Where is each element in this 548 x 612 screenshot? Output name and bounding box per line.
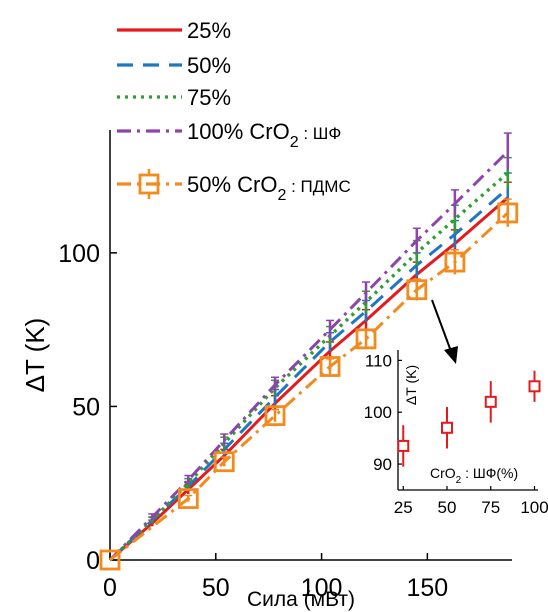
y-tick-label: 0 — [86, 547, 100, 575]
inset-x-title-main: CrO — [430, 465, 456, 481]
legend-label-subscript: 2 — [290, 134, 299, 151]
legend-label: 50% — [187, 53, 231, 78]
series-3 — [108, 132, 512, 562]
legend-label-main: 25% — [187, 18, 231, 43]
inset-x-tick-label: 25 — [394, 498, 413, 517]
data-point — [319, 356, 341, 377]
inset-data-point — [441, 421, 453, 434]
data-point — [177, 488, 199, 509]
legend-label: 50% CrO2 : ПДМС — [187, 172, 351, 204]
inset-data-point — [397, 439, 410, 452]
series-line — [108, 150, 509, 562]
inset-plot: 25 50 75 100 90 100 110 ΔT (K) CrO2 : ШФ(%) — [364, 350, 548, 517]
legend-label-subscript: 2 — [277, 187, 286, 204]
inset-x-title-subscript: 2 — [456, 475, 462, 486]
inset-y-tick-label: 110 — [365, 351, 392, 370]
x-tick-label: 100 — [301, 574, 343, 602]
series-line — [109, 196, 509, 562]
x-axis-title: Сила (мВт) — [247, 588, 355, 611]
inset-data-point — [528, 380, 541, 393]
legend-label-main: 50% — [187, 53, 231, 78]
legend-label: 100% CrO2 : ШФ — [187, 119, 341, 151]
inset-x-axis-title: CrO2 : ШФ(%) — [430, 465, 518, 486]
inset-x-tick-label: 75 — [481, 498, 500, 517]
legend-label: 75% — [187, 85, 231, 110]
legend-label-suffix: : ШФ — [299, 124, 342, 143]
legend-label-main: 100% CrO — [187, 119, 290, 144]
inset-x-title-suffix: : ШФ(%) — [461, 465, 518, 481]
legend-label-suffix: : ПДМС — [286, 177, 350, 196]
legend-label-main: 50% CrO — [187, 172, 277, 197]
legend-label-main: 75% — [187, 85, 231, 110]
inset-x-tick-label: 50 — [438, 498, 457, 517]
series-4 — [99, 198, 519, 571]
inset-y-axis-title: ΔT (K) — [403, 365, 419, 405]
data-point — [355, 328, 377, 350]
data-point — [264, 405, 286, 427]
data-point — [497, 202, 519, 224]
data-point — [406, 279, 428, 301]
arrow-line — [431, 299, 453, 355]
inset-x-tick-label: 100 — [520, 498, 548, 517]
inset-y-tick-label: 90 — [373, 455, 392, 474]
data-point — [99, 549, 121, 571]
x-tick-label: 0 — [103, 574, 117, 602]
legend-label: 25% — [187, 18, 231, 43]
x-tick-label: 50 — [202, 574, 230, 602]
arrow-head — [444, 346, 458, 364]
data-point — [444, 251, 466, 273]
y-tick-label: 50 — [72, 393, 100, 421]
data-point — [213, 451, 235, 473]
x-tick-label: 150 — [407, 574, 449, 602]
y-tick-label: 100 — [58, 240, 100, 268]
inset-data-point — [484, 395, 497, 408]
inset-y-tick-label: 100 — [364, 403, 392, 422]
y-axis-title: ΔT (K) — [20, 318, 50, 393]
